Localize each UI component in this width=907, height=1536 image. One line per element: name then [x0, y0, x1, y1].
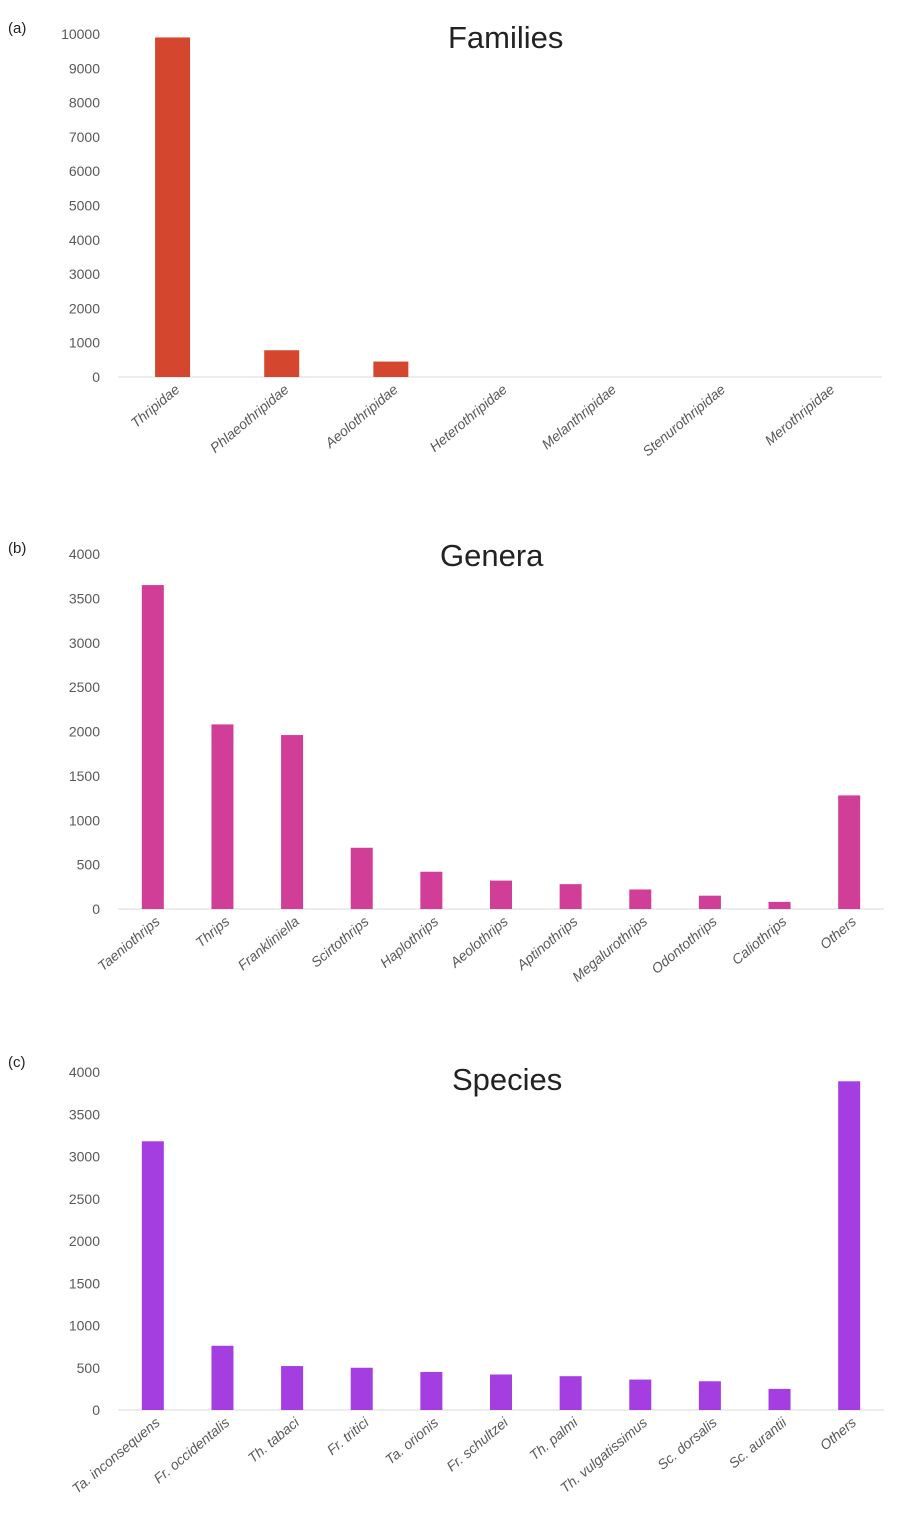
y-tick-label: 4000: [69, 546, 100, 562]
species-chart: 0 500 1000 1500 2000 2500 3000 3500 4000 Ta. inco…: [69, 1064, 884, 1497]
y-tick-label: 7000: [69, 129, 100, 145]
category-label: Thripidae: [127, 381, 182, 431]
category-label: Scirtothrips: [308, 913, 372, 970]
bar: [490, 1374, 512, 1410]
category-label: Taeniothrips: [94, 913, 162, 974]
category-label: Phlaeothripidae: [207, 381, 292, 456]
category-label: Th. tabaci: [245, 1413, 303, 1465]
category-label: Aptinothrips: [513, 913, 581, 973]
genera-chart: 0 500 1000 1500 2000 2500 3000 3500 4000 Taenioth…: [69, 546, 884, 985]
bar: [141, 585, 164, 909]
bar: [350, 847, 373, 909]
y-tick-label: 3000: [69, 1149, 100, 1165]
genera-chart-title: Genera: [440, 538, 544, 573]
y-tick-label: 500: [77, 857, 101, 873]
y-tick-label: 9000: [69, 60, 100, 76]
category-label: Thrips: [192, 913, 232, 950]
bar: [211, 724, 234, 909]
category-label: Ta. orionis: [382, 1414, 441, 1467]
bar: [420, 871, 443, 909]
bar: [698, 1381, 721, 1410]
bar: [420, 1371, 443, 1410]
y-tick-label: 1000: [69, 1318, 100, 1334]
bar: [629, 889, 652, 909]
category-label: Melanthripidae: [538, 381, 619, 452]
y-tick-label: 4000: [69, 232, 100, 248]
bar: [768, 901, 791, 909]
y-tick-label: 2500: [69, 1191, 100, 1207]
y-tick-label: 2000: [69, 300, 100, 316]
y-tick-label: 3000: [69, 635, 100, 651]
bar: [350, 1367, 373, 1410]
y-tick-label: 10000: [61, 26, 100, 42]
bar: [373, 361, 409, 377]
y-tick-label: 0: [92, 901, 100, 917]
bar: [838, 795, 861, 909]
bar: [281, 1366, 304, 1410]
bar: [281, 735, 304, 909]
category-label: Others: [817, 1414, 859, 1453]
y-tick-label: 3500: [69, 590, 100, 606]
families-chart-panel: 0 1000 2000 3000 4000 5000 6000 7000 8000 9000 100…: [0, 0, 907, 512]
families-chart: 0 1000 2000 3000 4000 5000 6000 7000 8000 9000 100…: [61, 26, 882, 459]
panel-label-b: (b): [8, 540, 27, 557]
genera-chart-panel: 0 500 1000 1500 2000 2500 3000 3500 4000 Taenioth…: [0, 512, 907, 1032]
y-tick-label: 500: [77, 1360, 101, 1376]
panel-label-a: (a): [8, 20, 27, 37]
bar: [264, 350, 300, 377]
y-tick-label: 1000: [69, 812, 100, 828]
species-chart-panel: 0 500 1000 1500 2000 2500 3000 3500 4000 Ta. inco…: [0, 1032, 907, 1536]
y-tick-label: 2000: [69, 1233, 100, 1249]
y-tick-label: 3000: [69, 266, 100, 282]
y-tick-label: 3500: [69, 1106, 100, 1122]
families-chart-title: Families: [448, 20, 564, 55]
species-chart-title: Species: [452, 1062, 563, 1097]
category-label: Odontothrips: [648, 913, 720, 977]
category-label: Fr. occidentalis: [150, 1414, 232, 1486]
y-tick-label: 1000: [69, 335, 100, 351]
bar: [838, 1081, 861, 1410]
category-label: Haplothrips: [377, 913, 442, 971]
y-tick-label: 0: [92, 369, 100, 385]
category-label: Th. palmi: [526, 1413, 581, 1463]
y-tick-label: 2000: [69, 724, 100, 740]
category-label: Aeolothrips: [446, 913, 511, 971]
category-label: Caliothrips: [729, 913, 790, 968]
category-label: Stenurothripidae: [639, 381, 728, 459]
bar: [698, 895, 721, 909]
y-tick-label: 6000: [69, 163, 100, 179]
category-label: Heterothripidae: [426, 381, 510, 455]
bar: [629, 1379, 652, 1410]
bar: [155, 37, 191, 378]
bar: [490, 880, 512, 909]
y-tick-label: 5000: [69, 198, 100, 214]
y-tick-label: 4000: [69, 1064, 100, 1080]
category-label: Sc. aurantii: [726, 1413, 791, 1471]
y-tick-label: 2500: [69, 679, 100, 695]
y-tick-label: 1500: [69, 1275, 100, 1291]
category-label: Ta. inconsequens: [69, 1414, 163, 1496]
y-tick-label: 8000: [69, 95, 100, 111]
y-tick-label: 1500: [69, 768, 100, 784]
category-label: Sc. dorsalis: [654, 1414, 720, 1473]
bar: [559, 884, 582, 909]
y-tick-label: 0: [92, 1402, 100, 1418]
category-label: Frankliniella: [235, 913, 303, 973]
category-label: Fr. tritici: [324, 1413, 373, 1457]
bar: [768, 1388, 791, 1410]
bar: [211, 1345, 234, 1410]
category-label: Aeolothripidae: [321, 381, 401, 452]
category-label: Megalurothrips: [569, 913, 650, 985]
bar: [141, 1141, 164, 1410]
category-label: Others: [817, 913, 859, 952]
category-label: Fr. schultzei: [443, 1413, 511, 1474]
category-label: Merothripidae: [761, 381, 837, 448]
panel-label-c: (c): [8, 1054, 26, 1071]
bar: [559, 1376, 582, 1410]
